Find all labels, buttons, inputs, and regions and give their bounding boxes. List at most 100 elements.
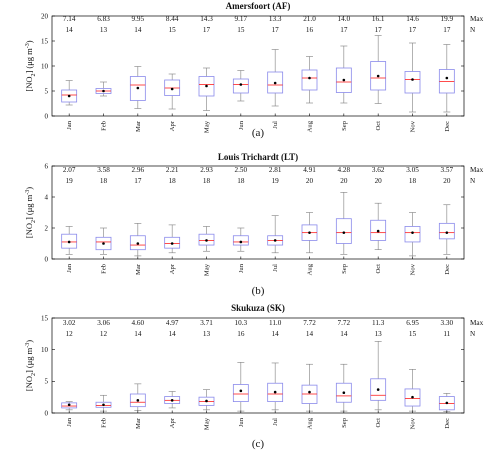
plot-frame	[51, 165, 465, 260]
iqr-box	[404, 226, 421, 243]
month-label: Feb	[101, 263, 108, 274]
n-value: 18	[237, 177, 245, 185]
n-value: 14	[134, 26, 142, 34]
box-jul	[267, 215, 284, 254]
month-label: Mar	[135, 263, 142, 275]
mean-dot	[67, 240, 71, 244]
mean-dot	[170, 87, 174, 91]
box-oct	[370, 341, 387, 411]
n-value: 17	[340, 26, 348, 34]
month-label: Dec	[444, 264, 451, 275]
month-label: Mar	[135, 417, 142, 429]
plot-frame	[51, 317, 465, 414]
y-tick-label: 10	[41, 346, 49, 354]
max-value: 21.0	[303, 15, 316, 23]
month-label: Dec	[444, 418, 451, 429]
y-tick-label: 4	[45, 193, 49, 201]
mean-dot	[411, 395, 414, 399]
max-value: 7.72	[303, 319, 316, 327]
y-tick-label: 0	[45, 112, 49, 120]
mean-dot	[445, 401, 449, 405]
box-jan	[61, 80, 78, 106]
y-label-sub: 2	[31, 220, 37, 223]
y-tick-label: 10	[41, 62, 49, 70]
n-value: 12	[66, 330, 74, 338]
n-value: 19	[272, 177, 280, 185]
box-mar	[129, 66, 146, 109]
iqr-box	[335, 218, 352, 244]
max-value: 4.97	[166, 319, 179, 327]
max-value: 7.72	[338, 319, 351, 327]
month-label: Jan	[66, 417, 73, 426]
mean-dot	[376, 74, 380, 78]
max-value: 8.44	[166, 15, 179, 23]
max-value: 11.0	[269, 319, 282, 327]
n-value: 17	[134, 177, 142, 185]
max-value: 13.3	[269, 15, 282, 23]
y-tick-label: 15	[41, 314, 49, 322]
max-value: 2.50	[235, 166, 248, 174]
plot-frame	[51, 15, 465, 117]
y-axis-label: [NO2] (μg m-3)	[24, 40, 37, 91]
n-value: 20	[443, 177, 451, 185]
n-value: 12	[100, 330, 108, 338]
month-label: Apr	[169, 120, 176, 131]
iqr-box	[232, 384, 249, 403]
n-value: 14	[169, 330, 177, 338]
box-dec	[438, 204, 455, 255]
mean-dot	[67, 94, 71, 98]
mean-dot	[102, 89, 105, 93]
y-label-sup: -3	[25, 43, 31, 48]
max-row-label: Max	[470, 15, 484, 23]
box-may	[198, 67, 215, 111]
box-aug	[301, 212, 318, 254]
max-value: 3.02	[63, 319, 76, 327]
n-value: 18	[203, 177, 211, 185]
max-value: 3.06	[97, 319, 110, 327]
max-value: 3.05	[406, 166, 419, 174]
month-label: May	[204, 263, 211, 276]
max-value: 6.95	[406, 319, 419, 327]
box-mar	[129, 383, 146, 411]
max-value: 3.57	[441, 166, 454, 174]
month-label: Aug	[307, 120, 314, 132]
month-label: Jul	[272, 264, 279, 272]
y-label-end: )	[24, 187, 34, 190]
n-value: 20	[306, 177, 314, 185]
y-tick-label: 0	[45, 409, 49, 417]
max-value: 14.6	[406, 15, 419, 23]
max-value: 3.62	[372, 166, 385, 174]
max-value: 4.60	[132, 319, 145, 327]
mean-dot	[205, 239, 208, 242]
n-value: 13	[100, 26, 108, 34]
box-sep	[335, 192, 352, 255]
month-label: Sep	[341, 120, 348, 131]
box-mar	[129, 223, 146, 257]
mean-dot	[239, 389, 243, 393]
box-sep	[335, 45, 352, 104]
max-value: 2.93	[200, 166, 213, 174]
mean-dot	[445, 231, 449, 234]
box-jul	[267, 362, 284, 411]
y-label-end: )	[24, 340, 34, 343]
y-label-sub: 2	[31, 373, 37, 376]
panel-caption: (a)	[252, 127, 265, 139]
box-jun	[232, 70, 249, 102]
mean-dot	[411, 231, 414, 234]
mean-dot	[342, 231, 346, 234]
month-label: Aug	[307, 263, 314, 275]
mean-dot	[205, 399, 208, 403]
mean-dot	[136, 242, 140, 245]
n-value: 17	[443, 26, 451, 34]
box-nov	[404, 42, 421, 113]
mean-dot	[136, 86, 140, 90]
max-value: 10.3	[235, 319, 248, 327]
month-label: Jan	[66, 120, 73, 129]
y-label-main: [NO	[24, 376, 34, 391]
n-value: 16	[306, 26, 314, 34]
mean-dot	[67, 403, 71, 407]
max-value: 3.71	[200, 319, 213, 327]
month-label: Nov	[410, 417, 417, 429]
y-label-main: [NO	[24, 223, 34, 238]
